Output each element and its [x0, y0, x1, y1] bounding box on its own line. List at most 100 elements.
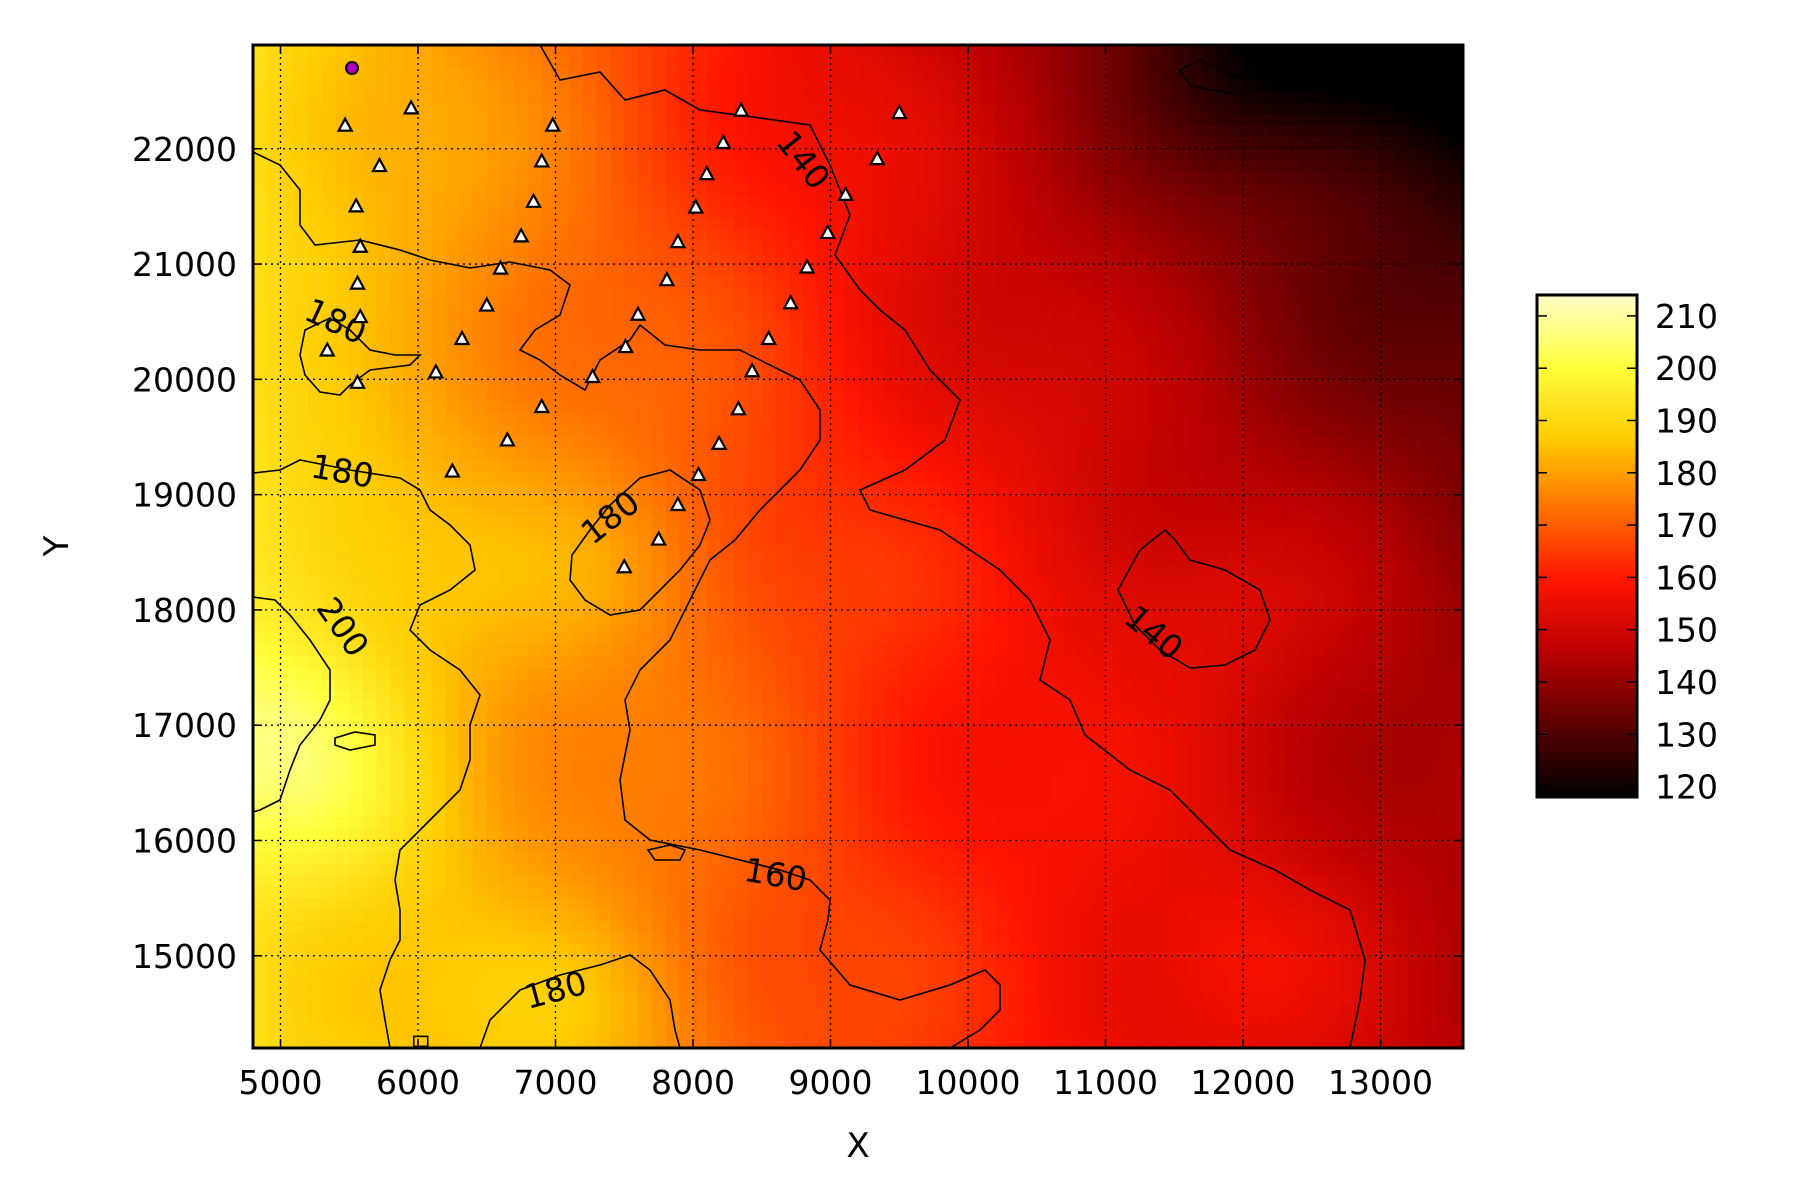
- heatmap-cell: [1366, 344, 1382, 357]
- heatmap-cell: [1064, 56, 1079, 69]
- heatmap-cell: [1353, 356, 1368, 369]
- heatmap-cell: [775, 240, 790, 254]
- heatmap-cell: [1353, 471, 1368, 484]
- heatmap-cell: [1188, 275, 1203, 288]
- heatmap-cell: [569, 586, 584, 599]
- heatmap-cell: [1284, 598, 1299, 611]
- heatmap-cell: [363, 448, 378, 461]
- heatmap-cell: [1023, 333, 1038, 346]
- heatmap-cell: [638, 102, 653, 115]
- heatmap-cell: [1105, 183, 1120, 196]
- heatmap-cell: [1078, 563, 1093, 576]
- heatmap-cell: [528, 390, 543, 403]
- heatmap-cell: [390, 448, 405, 461]
- heatmap-cell: [665, 667, 680, 680]
- heatmap-cell: [500, 494, 515, 507]
- heatmap-cell: [1339, 264, 1354, 277]
- heatmap-cell: [1215, 471, 1230, 484]
- heatmap-cell: [266, 321, 282, 334]
- heatmap-cell: [266, 667, 282, 680]
- heatmap-cell: [775, 621, 790, 634]
- heatmap-cell: [445, 79, 460, 92]
- heatmap-cell: [1298, 275, 1313, 288]
- heatmap-cell: [720, 102, 735, 115]
- heatmap-cell: [1050, 56, 1065, 69]
- heatmap-cell: [981, 114, 997, 127]
- heatmap-cell: [1091, 379, 1107, 392]
- heatmap-cell: [418, 194, 433, 207]
- heatmap-cell: [940, 402, 955, 415]
- heatmap-cell: [294, 483, 309, 496]
- heatmap-cell: [858, 506, 873, 519]
- heatmap-cell: [280, 540, 295, 553]
- heatmap-cell: [1339, 56, 1354, 69]
- heatmap-cell: [253, 656, 268, 669]
- heatmap-cell: [693, 402, 708, 415]
- heatmap-cell: [1229, 275, 1244, 288]
- heatmap-cell: [1339, 425, 1354, 438]
- heatmap-cell: [308, 125, 323, 138]
- heatmap-cell: [844, 586, 859, 599]
- heatmap-cell: [1380, 45, 1395, 58]
- heatmap-cell: [1105, 621, 1120, 634]
- heatmap-cell: [926, 540, 942, 553]
- heatmap-cell: [913, 217, 928, 231]
- heatmap-cell: [445, 667, 460, 680]
- heatmap-cell: [1284, 494, 1299, 507]
- heatmap-cell: [280, 91, 295, 104]
- heatmap-cell: [1105, 563, 1120, 576]
- heatmap-cell: [899, 540, 914, 553]
- heatmap-cell: [1133, 91, 1148, 104]
- heatmap-cell: [1160, 632, 1175, 646]
- heatmap-cell: [1050, 575, 1065, 588]
- heatmap-cell: [913, 667, 928, 680]
- heatmap-cell: [1298, 402, 1313, 415]
- heatmap-cell: [1394, 506, 1409, 519]
- heatmap-cell: [1229, 667, 1244, 680]
- heatmap-cell: [390, 460, 405, 473]
- heatmap-cell: [1174, 367, 1189, 380]
- heatmap-cell: [1380, 575, 1395, 588]
- heatmap-cell: [280, 240, 295, 254]
- heatmap-cell: [1298, 483, 1313, 496]
- heatmap-cell: [871, 252, 887, 265]
- heatmap-cell: [1311, 160, 1327, 173]
- heatmap-cell: [1105, 114, 1120, 127]
- heatmap-cell: [1009, 275, 1024, 288]
- heatmap-cell: [1160, 194, 1175, 207]
- heatmap-cell: [913, 471, 928, 484]
- heatmap-cell: [665, 413, 680, 427]
- heatmap-cell: [486, 586, 502, 599]
- heatmap-cell: [541, 598, 557, 611]
- heatmap-cell: [1050, 321, 1065, 334]
- heatmap-cell: [583, 206, 598, 219]
- heatmap-cell: [321, 598, 337, 611]
- heatmap-cell: [486, 356, 502, 369]
- heatmap-cell: [280, 160, 295, 173]
- heatmap-cell: [981, 321, 997, 334]
- heatmap-cell: [940, 298, 955, 311]
- heatmap-cell: [968, 436, 983, 450]
- heatmap-cell: [1160, 471, 1175, 484]
- heatmap-cell: [1284, 183, 1299, 196]
- heatmap-cell: [404, 517, 419, 530]
- heatmap-cell: [1380, 679, 1395, 692]
- heatmap-cell: [968, 264, 983, 277]
- heatmap-cell: [748, 56, 763, 69]
- heatmap-cell: [706, 425, 722, 438]
- heatmap-cell: [665, 356, 680, 369]
- heatmap-cell: [1435, 575, 1450, 588]
- heatmap-cell: [734, 287, 749, 300]
- heatmap-cell: [390, 667, 405, 680]
- heatmap-cell: [981, 679, 997, 692]
- heatmap-cell: [1119, 310, 1134, 323]
- heatmap-cell: [445, 379, 460, 392]
- heatmap-cell: [761, 563, 777, 576]
- heatmap-cell: [1353, 275, 1368, 288]
- heatmap-cell: [1339, 240, 1354, 254]
- heatmap-cell: [720, 402, 735, 415]
- heatmap-cell: [1284, 217, 1299, 231]
- heatmap-cell: [541, 148, 557, 161]
- heatmap-cell: [1339, 575, 1354, 588]
- heatmap-cell: [803, 229, 818, 242]
